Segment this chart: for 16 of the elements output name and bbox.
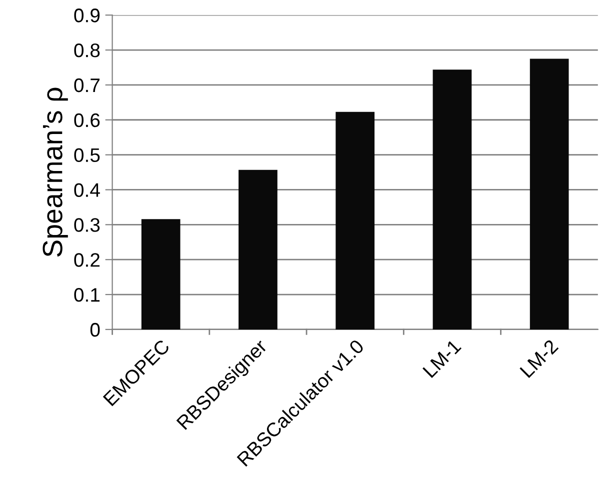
y-tick-label: 0.5 <box>74 148 100 162</box>
bar <box>432 70 472 330</box>
bar <box>238 170 278 330</box>
y-axis-title: Spearman’s ρ <box>42 88 68 257</box>
y-tick-label: 0.3 <box>74 218 100 232</box>
y-tick-label: 0.1 <box>74 288 100 302</box>
y-tick-label: 0.6 <box>74 113 100 128</box>
bar <box>336 112 375 330</box>
bar <box>530 58 569 330</box>
y-tick-label: 0 <box>90 322 100 337</box>
y-tick-label: 0.9 <box>74 8 100 22</box>
y-tick-label: 0.2 <box>74 253 100 267</box>
bar <box>141 219 180 330</box>
y-tick-label: 0.7 <box>74 78 100 92</box>
y-tick-label: 0.8 <box>74 43 100 58</box>
y-tick-label: 0.4 <box>74 183 100 197</box>
